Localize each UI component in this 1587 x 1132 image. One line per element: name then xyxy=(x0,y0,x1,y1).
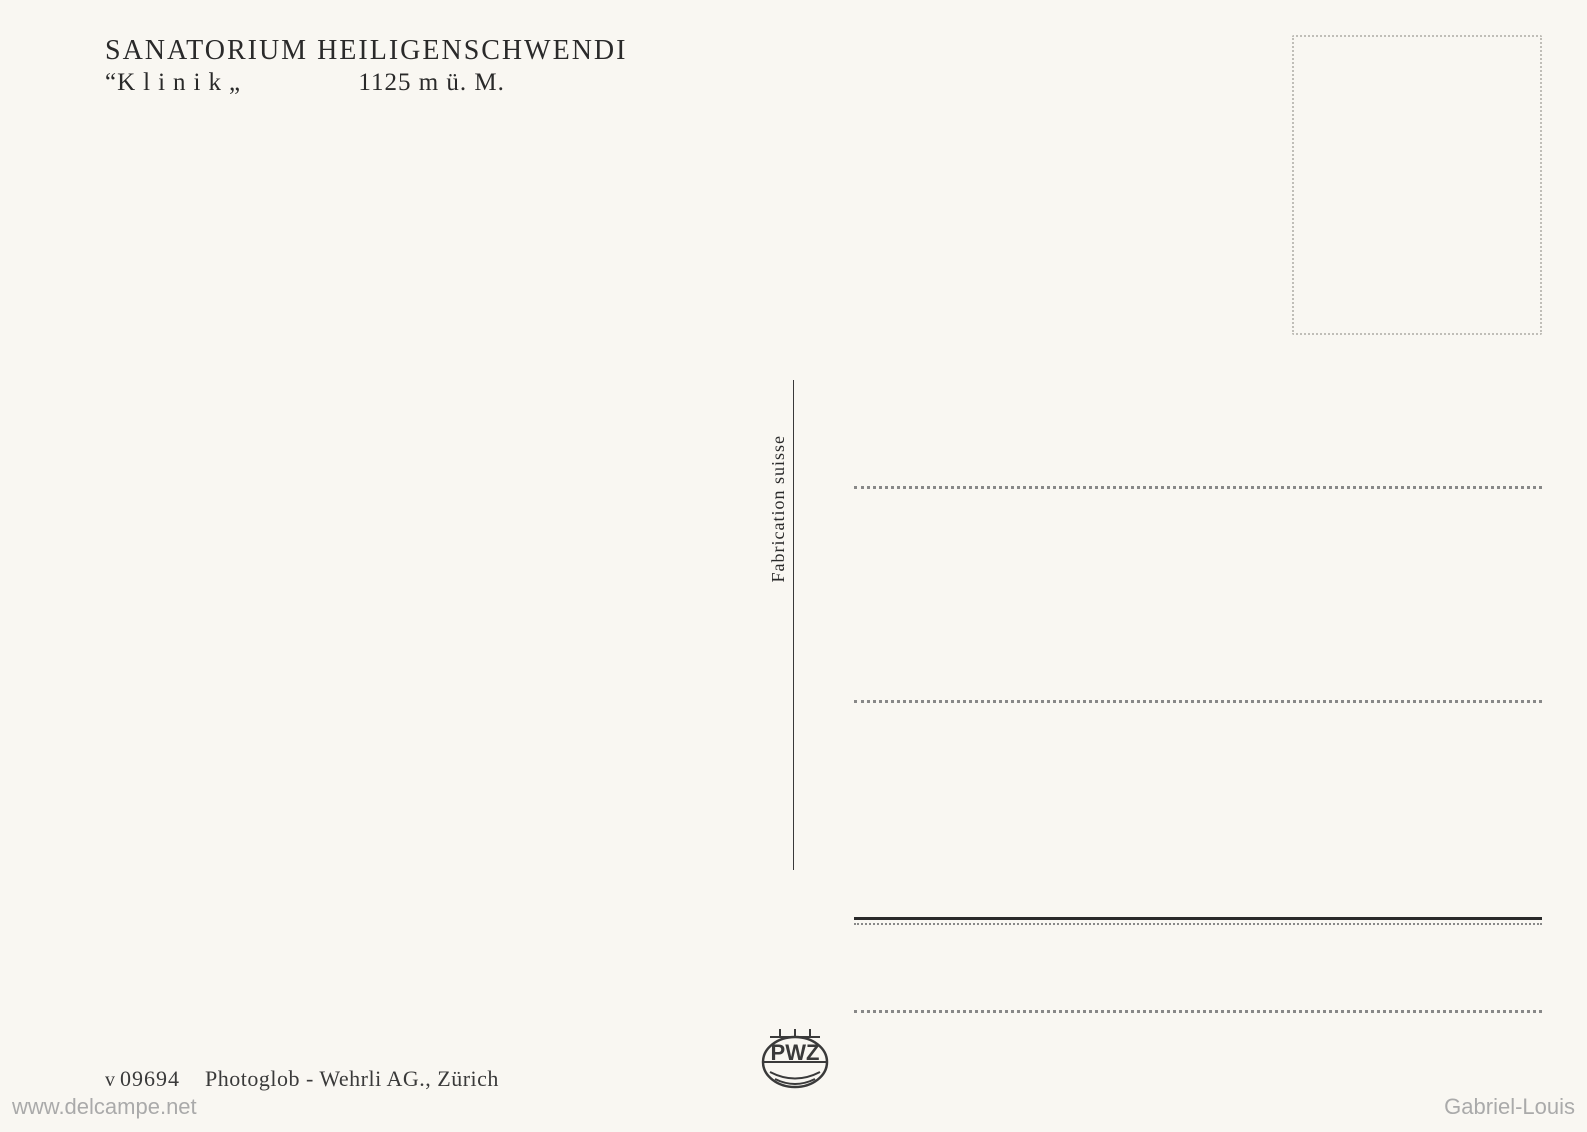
address-line-1 xyxy=(854,486,1542,489)
stamp-placeholder xyxy=(1292,35,1542,335)
address-line-4 xyxy=(854,1010,1542,1013)
center-divider xyxy=(793,380,794,870)
watermark-delcampe: www.delcampe.net xyxy=(12,1094,197,1120)
footer-publisher-info: v09694 Photoglob - Wehrli AG., Zürich xyxy=(105,1066,499,1092)
header-title: SANATORIUM HEILIGENSCHWENDI xyxy=(105,35,627,67)
klinik-name: Klinik xyxy=(117,69,229,96)
fabrication-label: Fabrication suisse xyxy=(768,435,789,582)
altitude-text: 1125 m ü. M. xyxy=(358,69,505,96)
pwz-logo-icon: PWZ xyxy=(760,1027,830,1097)
address-line-2 xyxy=(854,700,1542,703)
svg-text:PWZ: PWZ xyxy=(771,1040,820,1065)
watermark-user: Gabriel-Louis xyxy=(1444,1094,1575,1120)
catalog-number: 09694 xyxy=(120,1066,180,1091)
footer-prefix: v xyxy=(105,1069,115,1091)
postcard-header: SANATORIUM HEILIGENSCHWENDI “Klinik„ 112… xyxy=(105,35,627,97)
publisher-name: Photoglob - Wehrli AG., Zürich xyxy=(205,1066,499,1091)
postcard-back: SANATORIUM HEILIGENSCHWENDI “Klinik„ 112… xyxy=(0,0,1587,1132)
header-subtitle: “Klinik„ 1125 m ü. M. xyxy=(105,69,627,97)
address-line-3 xyxy=(854,917,1542,920)
quote-open: “ xyxy=(105,69,117,96)
quote-close: „ xyxy=(229,69,241,96)
